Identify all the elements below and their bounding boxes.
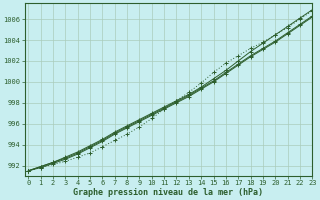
X-axis label: Graphe pression niveau de la mer (hPa): Graphe pression niveau de la mer (hPa) xyxy=(74,188,263,197)
